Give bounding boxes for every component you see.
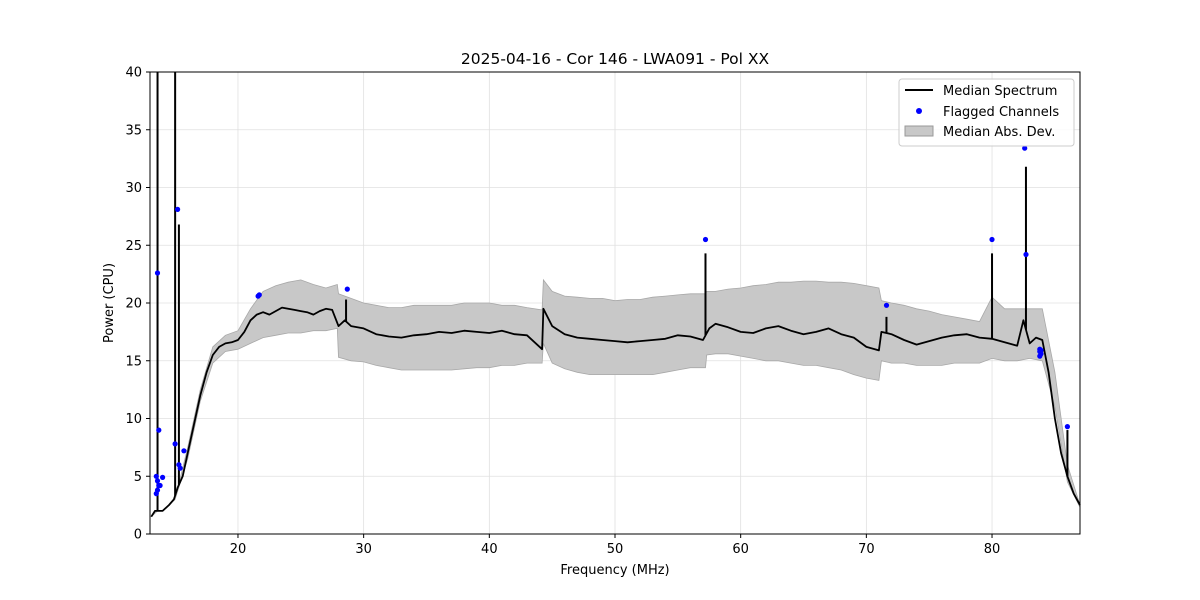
x-tick-label: 50 — [607, 542, 624, 557]
flagged-channel-point — [1022, 145, 1028, 151]
flagged-channel-point — [156, 427, 162, 433]
y-tick-label: 10 — [125, 412, 142, 427]
flagged-channel-point — [344, 286, 350, 292]
y-axis-label: Power (CPU) — [102, 263, 117, 343]
y-tick-label: 5 — [134, 470, 142, 485]
flagged-channel-point — [154, 478, 161, 484]
x-tick-label: 80 — [984, 542, 1001, 557]
flagged-channel-point — [177, 465, 183, 471]
legend-label-median-spectrum: Median Spectrum — [943, 84, 1057, 99]
legend-patch-swatch — [904, 125, 934, 137]
y-tick-label: 15 — [125, 354, 142, 369]
y-axis: 0 5 10 15 20 25 30 35 40 — [125, 66, 150, 543]
flagged-channel-point — [1037, 353, 1043, 359]
x-axis-label: Frequency (MHz) — [560, 563, 669, 578]
y-tick-label: 0 — [134, 528, 142, 543]
flagged-channel-point — [989, 236, 995, 243]
flagged-channel-point — [181, 448, 187, 454]
flagged-channel-point — [157, 482, 163, 489]
flagged-channel-point — [153, 473, 159, 479]
flagged-channel-point — [160, 474, 166, 480]
y-tick-label: 40 — [125, 66, 142, 81]
x-tick-label: 60 — [732, 542, 749, 557]
y-tick-label: 30 — [125, 181, 142, 196]
flagged-channel-point — [154, 270, 161, 276]
legend-label-flagged-channels: Flagged Channels — [943, 105, 1059, 120]
x-tick-label: 20 — [230, 542, 247, 557]
legend-label-median-abs-dev: Median Abs. Dev. — [943, 125, 1055, 140]
flagged-channels — [153, 145, 1070, 497]
flagged-channel-point — [172, 441, 178, 447]
y-tick-label: 20 — [125, 297, 142, 312]
median-spectrum — [150, 72, 1081, 518]
x-tick-label: 30 — [355, 542, 372, 557]
flagged-channel-point — [702, 236, 709, 243]
x-axis: 20 30 40 50 60 70 80 — [230, 534, 1001, 557]
chart-title: 2025-04-16 - Cor 146 - LWA091 - Pol XX — [461, 50, 770, 68]
legend-box — [898, 78, 1075, 147]
x-tick-label: 70 — [858, 542, 875, 557]
flagged-channel-point — [256, 292, 262, 298]
x-tick-label: 40 — [481, 542, 498, 557]
y-tick-label: 25 — [125, 239, 142, 254]
flagged-channel-point — [153, 491, 159, 497]
legend-marker-swatch — [916, 108, 922, 114]
flagged-channel-point — [1038, 347, 1044, 353]
flagged-channel-point — [175, 206, 181, 212]
y-tick-label: 35 — [125, 123, 142, 138]
flagged-channel-point — [1064, 424, 1070, 430]
median-spectrum-line — [150, 306, 1081, 518]
flagged-channel-point — [883, 302, 890, 308]
legend: Median Spectrum Flagged Channels Median … — [898, 78, 1075, 147]
flagged-channel-point — [1023, 251, 1029, 258]
